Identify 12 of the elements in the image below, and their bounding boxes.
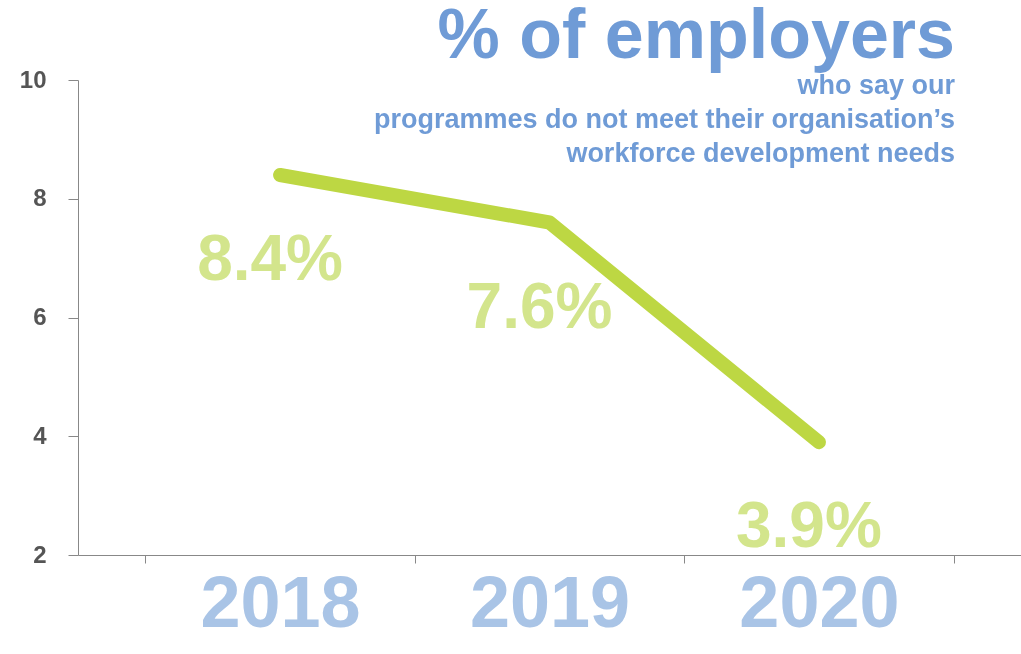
y-tick-label: 10 [19,65,47,93]
x-tick-label: 2020 [739,561,900,642]
x-tick-label: 2018 [200,561,361,642]
y-tick-label: 2 [33,540,47,568]
x-tick-label: 2019 [469,561,631,642]
chart-title: % of employers [437,0,955,73]
data-label: 8.4% [197,222,344,294]
data-label: 3.9% [735,489,882,562]
y-tick-label: 6 [33,303,47,330]
y-tick-label: 4 [33,421,48,449]
y-tick-label: 8 [33,184,47,212]
data-label: 7.6% [466,269,613,342]
